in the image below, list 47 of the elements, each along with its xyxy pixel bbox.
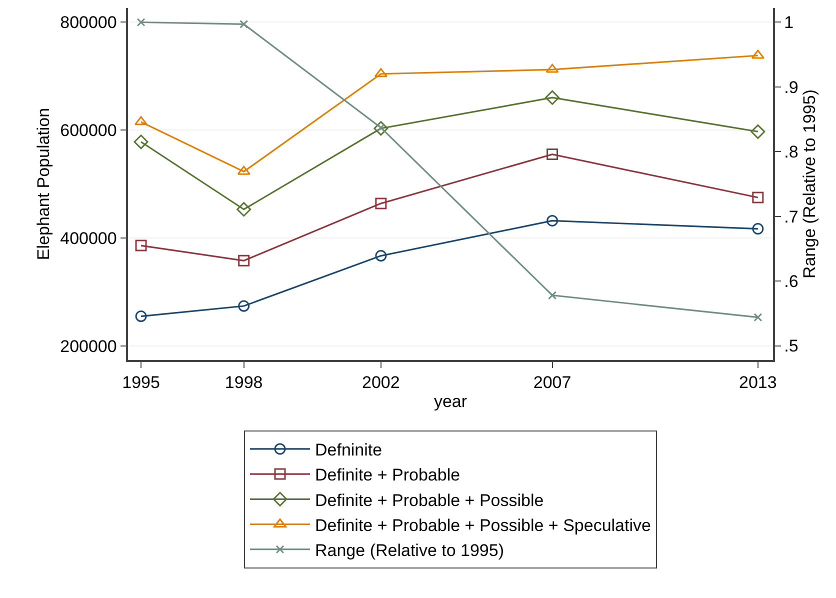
point [375,198,387,210]
point [374,68,388,78]
point [135,310,147,322]
legend-label: Defninite [315,440,382,460]
y-axis-title: Elephant Population [34,108,54,260]
x-tick-label: 1995 [122,373,160,392]
x-tick-label: 2013 [739,373,777,392]
point [136,18,146,26]
y2-tick-label: 1 [784,13,794,32]
point [546,214,558,226]
point [238,254,250,266]
point [374,121,388,136]
x-axis-title: year [434,392,468,412]
point [546,64,559,73]
y2-tick-label: .8 [784,142,798,162]
y-tick-label: 200000 [60,336,117,356]
y2-tick-label: .6 [784,272,798,292]
x-tick-label: 2007 [533,373,572,392]
point [135,240,147,252]
point [238,300,250,312]
y-tick-label: 400000 [60,228,117,248]
point [752,192,764,204]
y-tick-label: 600000 [60,120,117,140]
y2-tick-label: .5 [784,336,798,356]
legend-label: Definite + Probable + Possible [315,490,544,510]
point [237,166,250,175]
point [134,134,148,150]
point [375,250,387,262]
point [754,313,762,322]
point [546,148,558,160]
x-tick-label: 1998 [224,373,263,392]
point [236,202,252,217]
y2-axis-title: Range (Relative to 1995) [800,89,820,279]
y2-tick-label: .7 [784,207,798,226]
point [545,90,560,105]
point [750,124,766,139]
point [134,116,148,126]
x-tick-label: 2002 [362,373,400,392]
y-tick-label: 800000 [60,12,117,32]
legend-label: Range (Relative to 1995) [315,540,504,560]
legend-label: Definite + Probable [315,466,460,485]
point [752,223,764,235]
legend-label: Definite + Probable + Possible + Speculative [315,516,651,535]
point [751,50,764,59]
point [548,291,557,300]
y2-tick-label: .9 [784,78,798,97]
point [240,20,248,28]
